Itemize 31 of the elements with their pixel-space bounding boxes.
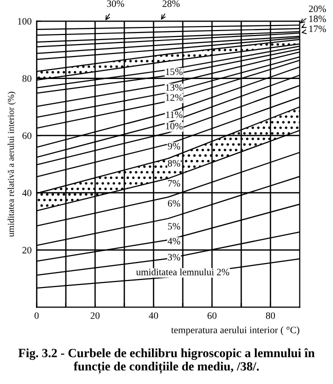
annotation: 3% xyxy=(168,254,180,260)
x-tick-label: 40 xyxy=(148,312,158,319)
annotation: umiditatea lemnului 2% xyxy=(136,268,230,276)
annotation: 6% xyxy=(168,200,180,207)
y-tick-label: 20 xyxy=(22,246,32,254)
annotation: 28% xyxy=(162,0,180,7)
x-axis-title: temperatura aerului interior ( °C) xyxy=(171,326,300,336)
annotation: 4% xyxy=(168,238,180,244)
y-tick-label: 100 xyxy=(18,18,32,25)
annotation: 12% xyxy=(166,94,183,101)
y-tick-label: 40 xyxy=(22,190,32,196)
x-tick-label: 20 xyxy=(90,312,100,319)
y-tick-label: 60 xyxy=(22,132,32,140)
annotation: 20% xyxy=(308,6,326,12)
annotation: 11% xyxy=(166,111,182,118)
x-tick-label: 80 xyxy=(266,312,275,319)
annotation: 10% xyxy=(166,122,183,130)
annotation: 30% xyxy=(107,0,124,7)
x-tick-label: 60 xyxy=(208,312,216,319)
annotation: 5% xyxy=(168,222,180,230)
annotation: 18% xyxy=(309,16,326,22)
annotation: 9% xyxy=(168,142,180,150)
annotation: 7% xyxy=(168,180,180,187)
y-axis-title: umiditatea relativă a aerului interior (%) xyxy=(8,92,16,237)
x-tick-label: 0 xyxy=(34,312,39,319)
annotation: 8% xyxy=(168,160,180,167)
annotation: 15% xyxy=(166,68,183,76)
annotation: 17% xyxy=(309,26,326,32)
annotation: 13% xyxy=(166,84,183,91)
text: Fig. 3.2 - Curbele de echilibru higroscopic a lemnului în funcție de condițiile de mediu, /38/. xyxy=(18,348,315,374)
y-tick-label: 80 xyxy=(22,75,32,82)
